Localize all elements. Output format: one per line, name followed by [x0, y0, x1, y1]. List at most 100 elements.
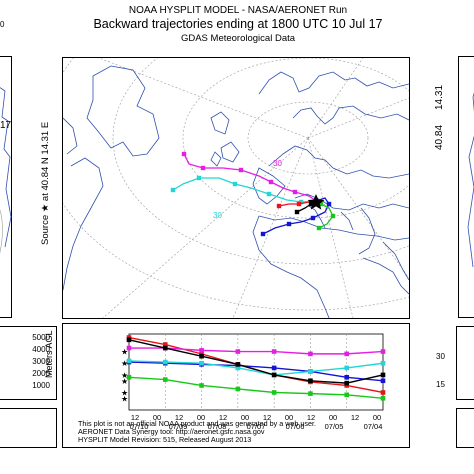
height-hour-tick: 00: [373, 413, 381, 422]
right-sliver-digit: 40.84: [434, 124, 445, 150]
height-date-ticks: 07/10 07/09 07/08 07/07 07/06 07/05 07/04: [130, 422, 383, 431]
height-point-cyan: [344, 365, 350, 371]
trajectory-cyan: [172, 177, 317, 203]
height-series-magenta: [129, 347, 384, 355]
height-date-tick: 07/05: [325, 422, 344, 431]
height-point-blue: [380, 378, 386, 384]
trajectory-marker-green: [316, 225, 322, 231]
height-point-magenta: [126, 345, 132, 351]
plot-title: NOAA HYSPLIT MODEL - NASA/AERONET Run: [128, 5, 348, 16]
height-point-black: [308, 378, 313, 384]
trajectory-marker-magenta: [268, 179, 274, 185]
height-date-tick: 07/06: [286, 422, 305, 431]
height-series-cyan: [128, 360, 384, 376]
height-point-blue: [271, 365, 277, 371]
left-neighbor-map: [0, 87, 12, 254]
plot-subtitle: Backward trajectories ending at 1800 UTC…: [93, 17, 383, 31]
height-hour-tick: 12: [175, 413, 183, 422]
height-point-green: [126, 374, 132, 380]
left-neighbor-map-frame: [0, 56, 12, 318]
trajectory-lines: [170, 151, 336, 237]
height-point-red: [199, 351, 204, 357]
right-neighbor-height-frame: [456, 326, 474, 400]
height-series-green: [128, 376, 384, 400]
met-data-label: GDAS Meteorological Data: [180, 33, 296, 44]
footer-aeronet: AERONET Data Synergy tool: http://aerone…: [78, 427, 265, 436]
height-source-star-icon: ★: [121, 388, 128, 397]
height-point-black: [344, 380, 350, 386]
height-point-magenta: [199, 348, 204, 353]
source-at: at: [40, 193, 51, 202]
trajectory-magenta: [183, 153, 317, 202]
height-point-black: [271, 372, 277, 378]
height-point-cyan: [126, 358, 132, 364]
left-sliver-tick: 5000: [32, 333, 50, 342]
height-hour-tick: 12: [131, 413, 139, 422]
height-source-star-icon: ★: [121, 377, 128, 386]
trajectory-marker-magenta: [292, 189, 298, 195]
height-hour-tick: 00: [241, 413, 249, 422]
map-graticule: [42, 0, 474, 319]
height-point-green: [308, 391, 313, 396]
trajectory-marker-magenta: [181, 151, 187, 157]
left-sliver-tick: 4000: [32, 345, 50, 354]
height-source-star-icon: ★: [121, 371, 128, 380]
trajectory-map-frame: 30 30: [42, 0, 474, 319]
trajectory-marker-blue: [310, 215, 316, 221]
height-chart: ★★★★★★ 12 00 12 00 12 00 12 00 12 00 12 00 07/10 07/…: [121, 333, 386, 431]
height-source-star-icon: ★: [121, 394, 128, 403]
height-series-black: [128, 339, 384, 384]
height-point-cyan: [235, 365, 241, 371]
height-point-cyan: [199, 360, 204, 366]
height-point-blue: [344, 374, 350, 380]
height-point-magenta: [344, 351, 350, 357]
right-sliver-digit: 14.31: [434, 84, 445, 110]
trajectory-marker-red: [296, 201, 302, 207]
right-sliver-tick: 30: [436, 352, 445, 361]
height-hour-tick: 12: [351, 413, 359, 422]
height-hour-tick: 12: [263, 413, 271, 422]
height-point-green: [271, 390, 277, 395]
height-point-magenta: [308, 351, 313, 357]
height-hour-tick: 00: [285, 413, 293, 422]
trajectory-marker-black: [308, 201, 314, 207]
height-date-tick: 07/04: [364, 422, 383, 431]
map-contour-label: 30: [273, 159, 282, 168]
height-source-star-icon: ★: [121, 359, 128, 368]
height-axis-box: [128, 333, 384, 411]
height-point-green: [199, 383, 204, 388]
source-star-icon: ★: [40, 203, 51, 213]
height-point-black: [126, 337, 132, 343]
height-point-black: [235, 362, 241, 367]
height-point-red: [380, 390, 386, 395]
height-point-green: [380, 396, 386, 401]
height-point-black: [199, 353, 204, 359]
source-location-label: Source ★ at 40.84 N 14.31 E: [40, 122, 51, 245]
trajectory-marker-magenta: [200, 165, 206, 171]
left-sliver-digit: 0: [0, 20, 5, 29]
left-neighbor-footer-frame: [0, 408, 57, 448]
right-neighbor-footer-frame: [456, 408, 474, 448]
height-date-tick: 07/09: [169, 422, 188, 431]
height-hour-tick: 12: [307, 413, 315, 422]
height-hour-tick: 00: [153, 413, 161, 422]
footer-disclaimer: This plot is not an official NOAA produc…: [78, 419, 316, 428]
height-ylabel: Meters AGL: [44, 330, 54, 378]
map-coastlines: [62, 65, 410, 319]
trajectory-marker-cyan: [170, 187, 176, 193]
left-sliver-tick: 1000: [32, 381, 50, 390]
height-point-magenta: [380, 349, 386, 354]
height-hour-tick: 00: [197, 413, 205, 422]
trajectory-marker-magenta: [238, 167, 244, 173]
height-hour-tick: 00: [329, 413, 337, 422]
height-point-red: [126, 335, 132, 340]
trajectory-marker-blue: [326, 201, 332, 207]
trajectory-marker-green: [330, 213, 336, 219]
source-lon: 14.31 E: [40, 121, 51, 155]
trajectory-marker-black: [294, 209, 300, 215]
trajectory-map: 30 30: [42, 0, 474, 319]
height-hour-ticks: 12 00 12 00 12 00 12 00 12 00 12 00: [131, 413, 381, 422]
height-point-magenta: [271, 349, 277, 354]
height-point-red: [162, 342, 168, 347]
left-sliver-tick: 3000: [32, 357, 50, 366]
